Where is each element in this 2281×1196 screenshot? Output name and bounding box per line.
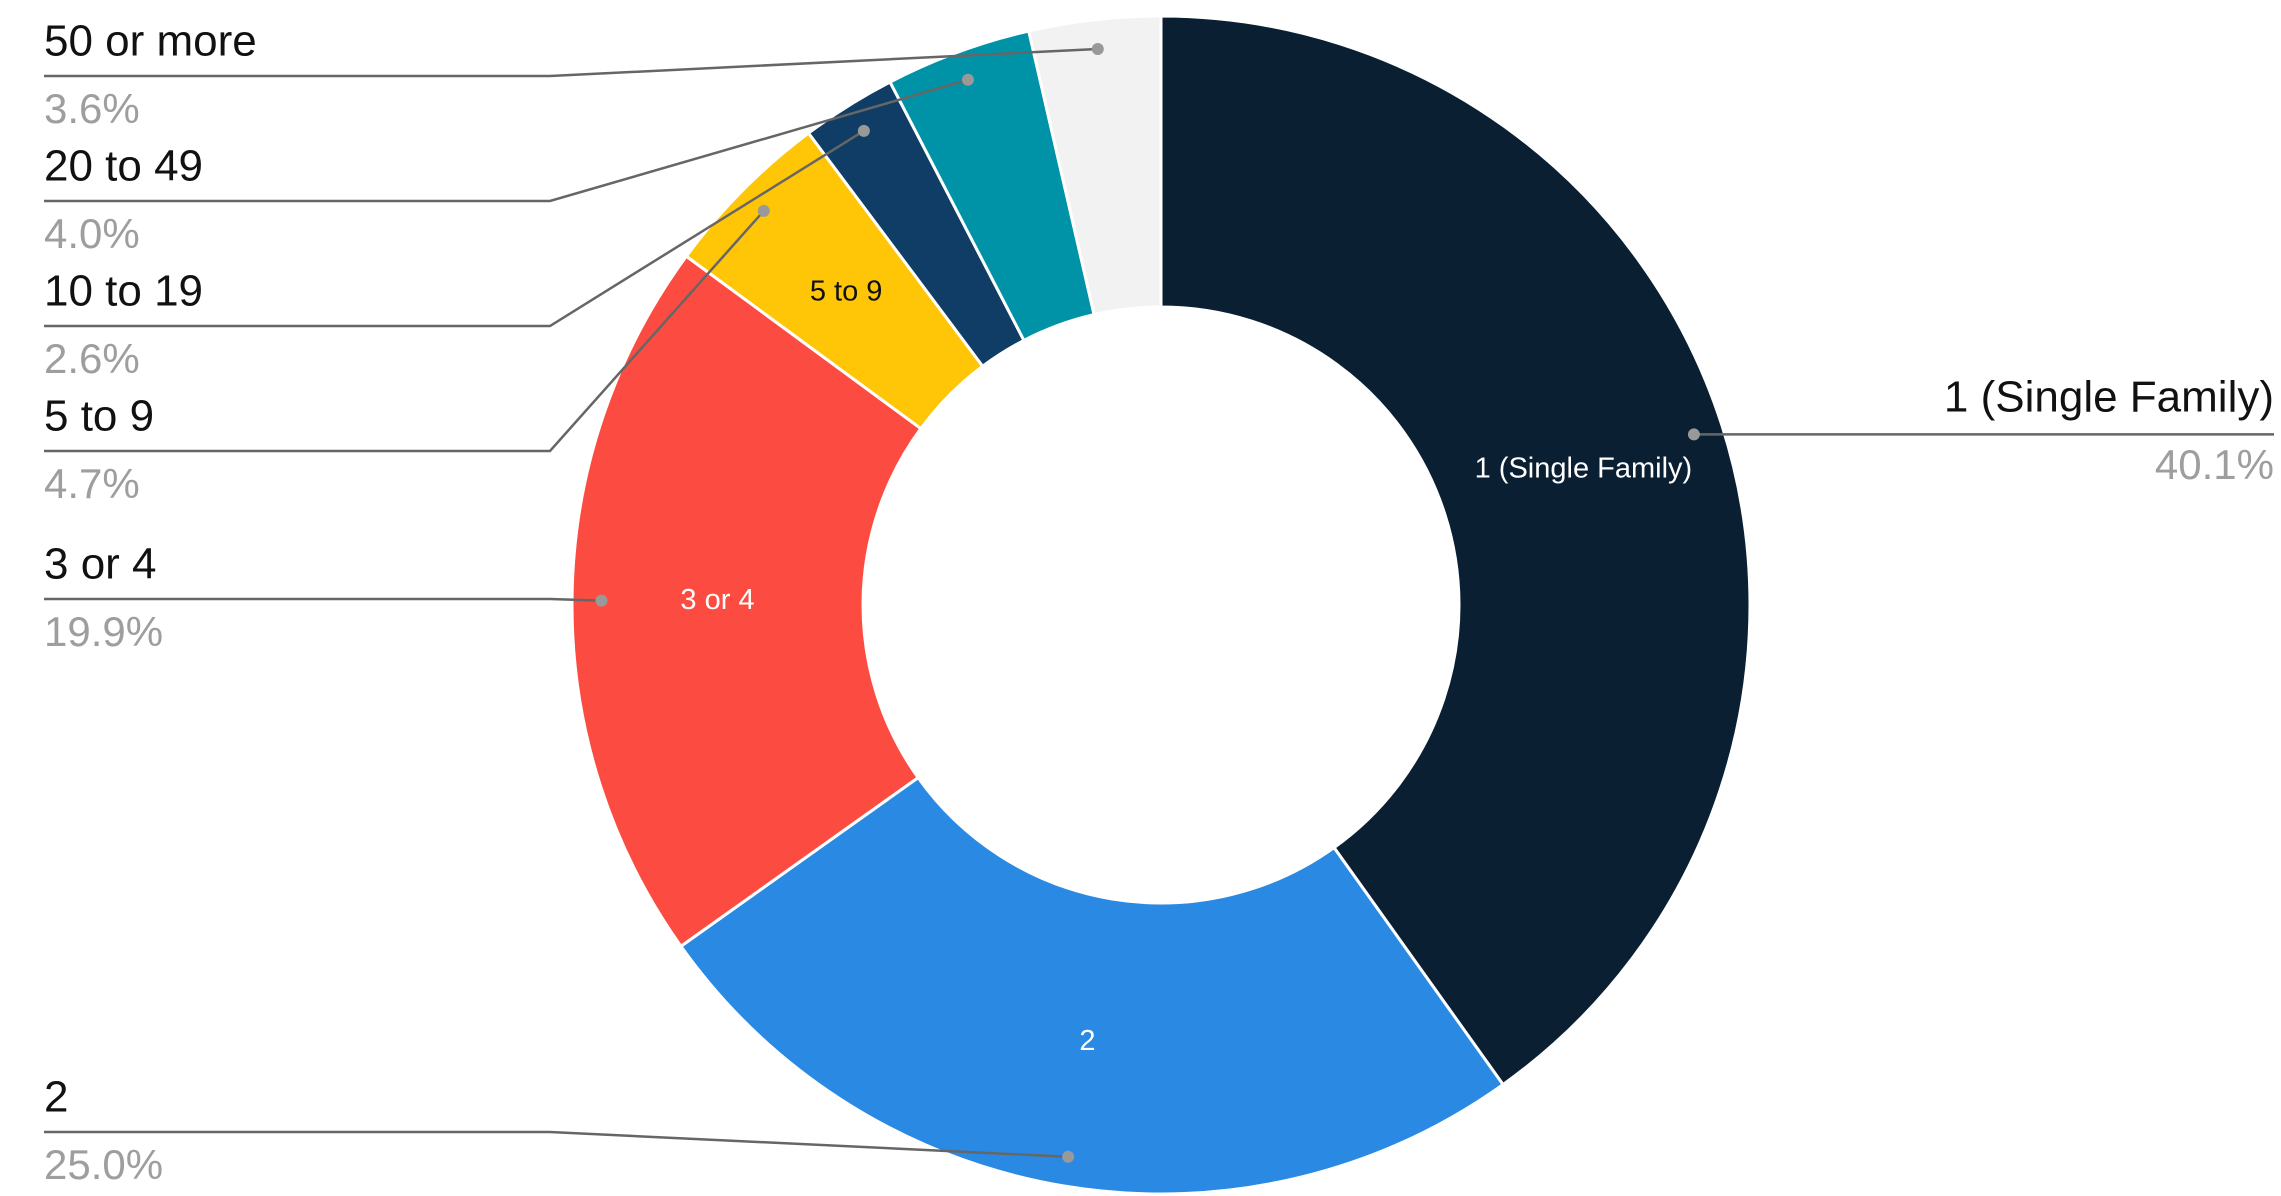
label-value: 4.0% — [44, 210, 140, 257]
label-value: 2.6% — [44, 335, 140, 382]
label-name: 20 to 49 — [44, 142, 203, 191]
segment-label: 1 (Single Family) — [1475, 452, 1693, 484]
leader-line — [44, 210, 765, 453]
donut-segment — [678, 775, 1506, 1196]
label-value: 25.0% — [44, 1141, 163, 1188]
label-name: 3 or 4 — [44, 540, 157, 589]
leader-dot — [1062, 1150, 1075, 1163]
label-name: 50 or more — [44, 17, 257, 66]
leader-line — [44, 597, 602, 602]
segment-label: 5 to 9 — [810, 275, 883, 307]
label-value: 3.6% — [44, 85, 140, 132]
leader-line — [44, 78, 969, 203]
leader-line — [44, 1130, 1069, 1159]
segment-label: 3 or 4 — [680, 584, 754, 616]
segment-label: 2 — [1079, 1025, 1095, 1057]
label-value: 19.9% — [44, 608, 163, 655]
leader-dot — [1091, 43, 1104, 56]
donut-segment — [1026, 14, 1163, 317]
leader-line — [44, 129, 865, 328]
label-value: 4.7% — [44, 460, 140, 507]
label-name: 1 (Single Family) — [1944, 373, 2274, 422]
label-value: 40.1% — [2155, 441, 2274, 488]
label-name: 2 — [44, 1073, 68, 1122]
leader-dot — [961, 73, 974, 86]
leader-dot — [595, 594, 608, 607]
label-name: 10 to 19 — [44, 267, 203, 316]
leader-dot — [757, 204, 770, 217]
label-name: 5 to 9 — [44, 392, 154, 441]
leader-dot — [857, 124, 870, 137]
leader-line — [44, 47, 1098, 78]
leader-dot — [1687, 428, 1700, 441]
donut-segment — [570, 254, 923, 949]
donut-segment — [1159, 14, 1752, 1087]
